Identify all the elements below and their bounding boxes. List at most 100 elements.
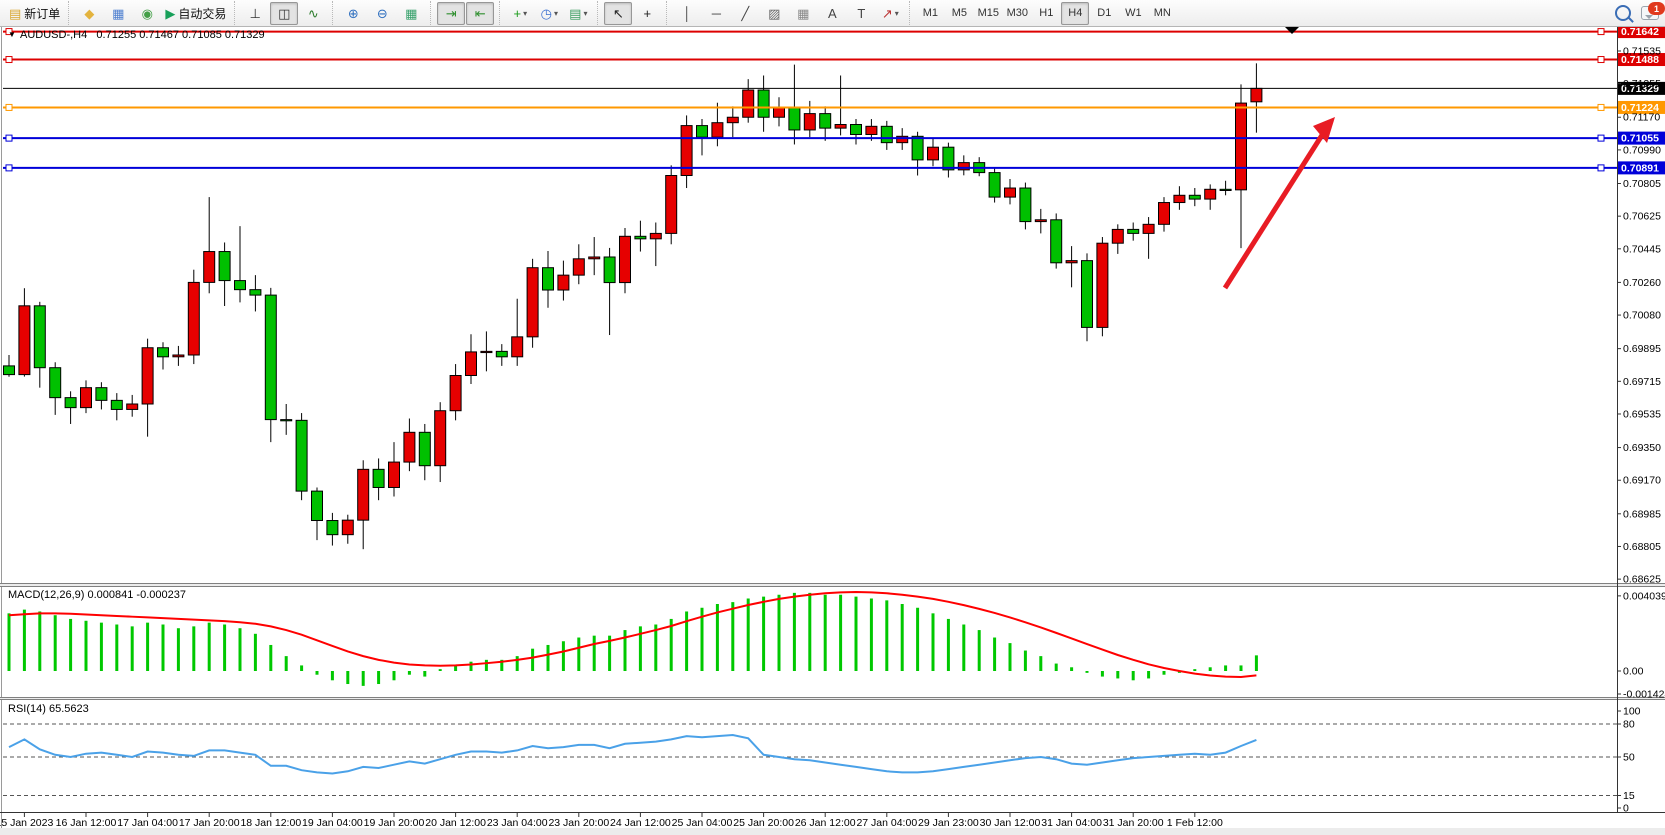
price-tick-label: 0.68625 [1623,574,1661,586]
draw-group: │ ─ ╱ ▨ ▦ A T ↗ ▾ [666,1,907,25]
candle [896,135,909,144]
trend-arrow[interactable] [1222,130,1327,290]
line-handle[interactable] [5,56,13,64]
chevron-down-icon: ▾ [583,8,588,18]
clock-icon: ◷ [540,5,552,21]
candle [357,468,370,521]
time-tick-label: 17 Jan 20:00 [179,817,240,829]
signals-button[interactable]: ◉ [133,2,161,25]
price-tick-label: 0.70445 [1623,243,1661,255]
funnel-button[interactable]: ◆ [75,2,103,25]
macd-tick-label: 0.004039 [1623,590,1665,602]
trendline-button[interactable]: ╱ [731,2,759,25]
autoscroll-button[interactable]: ⇥ [437,1,466,25]
autotrade-button[interactable]: ▶ 自动交易 [162,2,229,25]
time-tick-label: 31 Jan 20:00 [1103,817,1164,829]
candle [33,305,46,369]
fibonacci-button[interactable]: ▦ [789,2,817,25]
arrows-button[interactable]: ↗ ▾ [876,2,904,25]
time-tick-label: 30 Jan 12:00 [980,817,1041,829]
zoom-in-button[interactable]: ⊕ [339,2,367,25]
tf-m1-button-label: M1 [922,7,938,19]
vline-button[interactable]: │ [673,2,701,25]
line-handle[interactable] [1597,103,1605,111]
bar-chart-icon: ⊥ [249,5,261,21]
channel-icon: ▨ [768,5,781,21]
tf-w1-button-label: W1 [1125,7,1142,19]
cursor-button[interactable]: ↖ [604,1,633,25]
zoom-out-button[interactable]: ⊖ [368,2,396,25]
candle [619,235,631,284]
trend-arrow-head[interactable] [1313,117,1335,143]
line-handle[interactable] [1597,28,1605,36]
hline-button[interactable]: ─ [702,2,730,25]
template-button[interactable]: ▤ ▾ [564,2,592,25]
price-tick-label: 0.71535 [1623,46,1661,58]
price-tick-label: 0.70260 [1623,277,1661,289]
candle [1034,219,1047,223]
label-button[interactable]: T [847,2,875,25]
tf-h4-button[interactable]: H4 [1061,1,1090,25]
line-handle[interactable] [1597,164,1605,172]
price-level-badge [1618,53,1665,67]
chevron-down-icon: ▾ [553,8,558,18]
tf-h1-button[interactable]: H1 [1032,2,1060,25]
add-indicator-button[interactable]: + ▾ [506,2,534,25]
tf-m15-button[interactable]: M15 [974,2,1002,25]
window-bottom-strip [0,828,1665,835]
chart-shift-marker [1285,27,1299,34]
candle [234,280,246,291]
new-order-button[interactable]: ▤ 新订单 [6,2,63,25]
chart-shift-icon: ⇤ [474,5,486,21]
candle [511,336,524,358]
price-level-badge [1618,100,1665,114]
horizontal-line-icon: ─ [711,5,721,21]
price-tick-label: 0.68805 [1623,541,1661,553]
candle [434,410,447,467]
candle [927,146,939,161]
tf-w1-button[interactable]: W1 [1119,2,1147,25]
line-handle[interactable] [5,28,13,36]
autotrade-icon: ▶ [165,5,176,21]
line-handle[interactable] [1597,56,1605,64]
chart-shift-button[interactable]: ⇤ [466,1,495,25]
candle [295,419,308,492]
candle [988,172,1001,198]
candle [834,124,847,129]
search-icon[interactable] [1615,5,1631,21]
tf-m5-button[interactable]: M5 [945,2,973,25]
line-handle[interactable] [5,164,13,172]
candle [264,294,277,421]
symbol-dropdown-icon[interactable]: ▼ [8,30,16,39]
line-handle[interactable] [5,134,13,142]
line-chart-button[interactable]: ∿ [299,2,327,25]
candle [1173,194,1186,204]
line-handle[interactable] [1597,134,1605,142]
text-button[interactable]: A [818,2,846,25]
time-tick-label: 19 Jan 04:00 [302,817,363,829]
chart-title-ohlc: 0.71255 0.71467 0.71085 0.71329 [96,29,265,41]
candle [1142,223,1155,234]
candlestick-button[interactable]: ◫ [270,1,299,25]
candle [326,520,339,536]
market-watch-button[interactable]: ▦ [104,2,132,25]
line-handle[interactable] [5,103,13,111]
tile-windows-button[interactable]: ▦ [397,2,425,25]
price-tick-label: 0.70990 [1623,144,1661,156]
channel-button[interactable]: ▨ [760,2,788,25]
tf-m1-button[interactable]: M1 [916,2,944,25]
candle [880,125,893,144]
crosshair-button[interactable]: + [633,2,661,25]
period-button[interactable]: ◷ ▾ [535,2,563,25]
candle [249,289,262,296]
bar-chart-button[interactable]: ⊥ [241,2,269,25]
candle [911,135,924,161]
notifications-button[interactable]: 1 [1641,2,1665,20]
tf-d1-button[interactable]: D1 [1090,2,1118,25]
autotrade-button-label: 自动交易 [178,6,227,21]
tf-mn-button[interactable]: MN [1148,2,1176,25]
candle [1004,187,1016,198]
tf-m30-button[interactable]: M30 [1003,2,1031,25]
